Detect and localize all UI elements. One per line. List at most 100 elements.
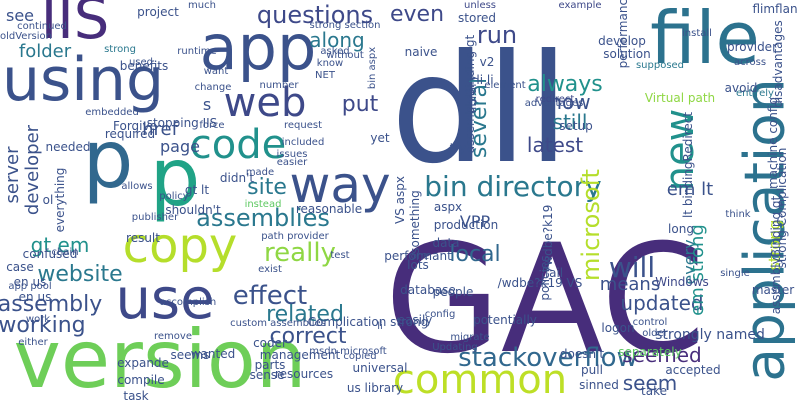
word-vs-aspx: VS aspx (393, 176, 407, 224)
word-develop: develop (598, 34, 646, 48)
word-policy: policy (159, 191, 189, 202)
word-virtual-path: Virtual path (644, 91, 716, 105)
word-embedded: embedded (85, 107, 139, 118)
word-app: app (199, 11, 317, 84)
word-strongly-named: strongly named (655, 327, 765, 343)
word-control: control (632, 317, 668, 328)
word-lots: lots (407, 258, 429, 272)
word-want: want (203, 66, 229, 77)
word-v2: v2 (479, 55, 495, 69)
word-seem: seem (622, 371, 678, 395)
word-master: master (751, 283, 795, 297)
word-effect: effect (232, 281, 308, 311)
word-without: without (326, 50, 364, 61)
word-performance: performance (616, 0, 630, 69)
word-along: along (309, 28, 365, 52)
word-site: site (247, 175, 287, 200)
word-using: using (1, 45, 165, 115)
word-still: still (552, 110, 588, 134)
word-one: one (410, 251, 430, 262)
word-continued: continued (17, 21, 67, 32)
word-now: now (549, 90, 591, 114)
word-lt-bindingredirect: lt bindingRedirect (681, 111, 695, 219)
word-fail: fail (544, 266, 564, 280)
word-accepted: accepted (665, 363, 721, 377)
word-included: included (281, 137, 325, 148)
word-custom-assemblies: custom assemblies (230, 318, 326, 329)
word-performant: performant (384, 249, 452, 263)
word-net: NET (315, 70, 335, 81)
word-app-pool: app pool (8, 281, 52, 292)
word-sense: sense (249, 368, 285, 382)
word-wdbe-k19-vs: /wdbe?k19 VS (497, 276, 583, 290)
word-policies: policies (538, 255, 552, 301)
word-wanted: wanted (190, 347, 236, 361)
word-em-lt: em lt (666, 179, 714, 200)
word-shouldn-t: shouldn't (165, 203, 221, 217)
word-seems: seems (170, 348, 210, 362)
word-element: element (484, 80, 526, 91)
word-en-us: en us (18, 290, 52, 304)
word-microsoft: microsoft (577, 169, 605, 281)
word-updated: updated (620, 291, 704, 315)
word-asked: asked (320, 46, 350, 57)
word-code: code (189, 122, 287, 168)
word-management: management (259, 348, 341, 362)
word-pull: pull (581, 363, 603, 377)
word-single: single (720, 268, 750, 279)
word-case: case (6, 260, 34, 274)
word-benefits: benefits (119, 59, 169, 73)
word-made: made (245, 167, 275, 178)
word-em-strong: em strong (687, 224, 708, 316)
word-solution: solution (603, 47, 651, 61)
word-redirect: redirect (535, 94, 575, 105)
word-bin-directory: bin directory (424, 170, 602, 203)
word-p: p (149, 131, 201, 224)
word-copied: copied (343, 351, 377, 362)
word-number: number (259, 80, 299, 91)
word-instead: instead (244, 199, 282, 210)
word-related: related (266, 302, 344, 327)
word-stored: stored (458, 11, 496, 25)
word-force: force (199, 120, 225, 131)
word-exist: exist (258, 264, 282, 275)
word-everything: everything (53, 167, 67, 233)
word-logon: logon (601, 321, 635, 335)
word-potentially: potentially (473, 313, 537, 327)
word-required: required (104, 127, 156, 141)
word-provider: provider (727, 40, 777, 54)
word-website: website (37, 262, 123, 287)
word-run: run (476, 21, 518, 49)
word-request: request (283, 120, 323, 131)
word-change: change (194, 82, 232, 93)
word-strong-section: strong section (309, 20, 381, 31)
word-easily: easily (397, 313, 433, 327)
word-data: data (432, 236, 460, 250)
word-think: think (725, 209, 751, 220)
word-ol: ol (42, 193, 54, 207)
word-much: much (188, 0, 216, 11)
word-en-us: en us (13, 275, 47, 289)
word-unless: unless (463, 0, 497, 11)
word-always: always (527, 72, 603, 97)
word-resources: resources (274, 367, 334, 381)
word-easier: easier (276, 157, 308, 168)
word-stopping-iis: stopping IIS (146, 116, 218, 130)
word-yet: yet (370, 131, 390, 145)
word-href: href (142, 119, 178, 140)
word-separately: separately (618, 345, 682, 359)
word-copy: copy (122, 218, 238, 274)
word-oldversion: oldVersion (0, 31, 53, 42)
word-long: long (668, 222, 694, 236)
word-complication-strong: Complication strong (307, 315, 429, 329)
word-remove: remove (154, 331, 192, 342)
word-didn-t: didn't (219, 171, 255, 185)
word-universal: universal (352, 361, 408, 375)
word-advantages: advantages (524, 98, 584, 109)
word-aspx: aspx (433, 200, 463, 214)
word-either: either (18, 337, 48, 348)
word-gt-lt: gt lt (184, 183, 210, 197)
word-assembly: assembly (0, 292, 103, 317)
word-database: database (400, 283, 456, 297)
word-across: across (733, 57, 767, 68)
